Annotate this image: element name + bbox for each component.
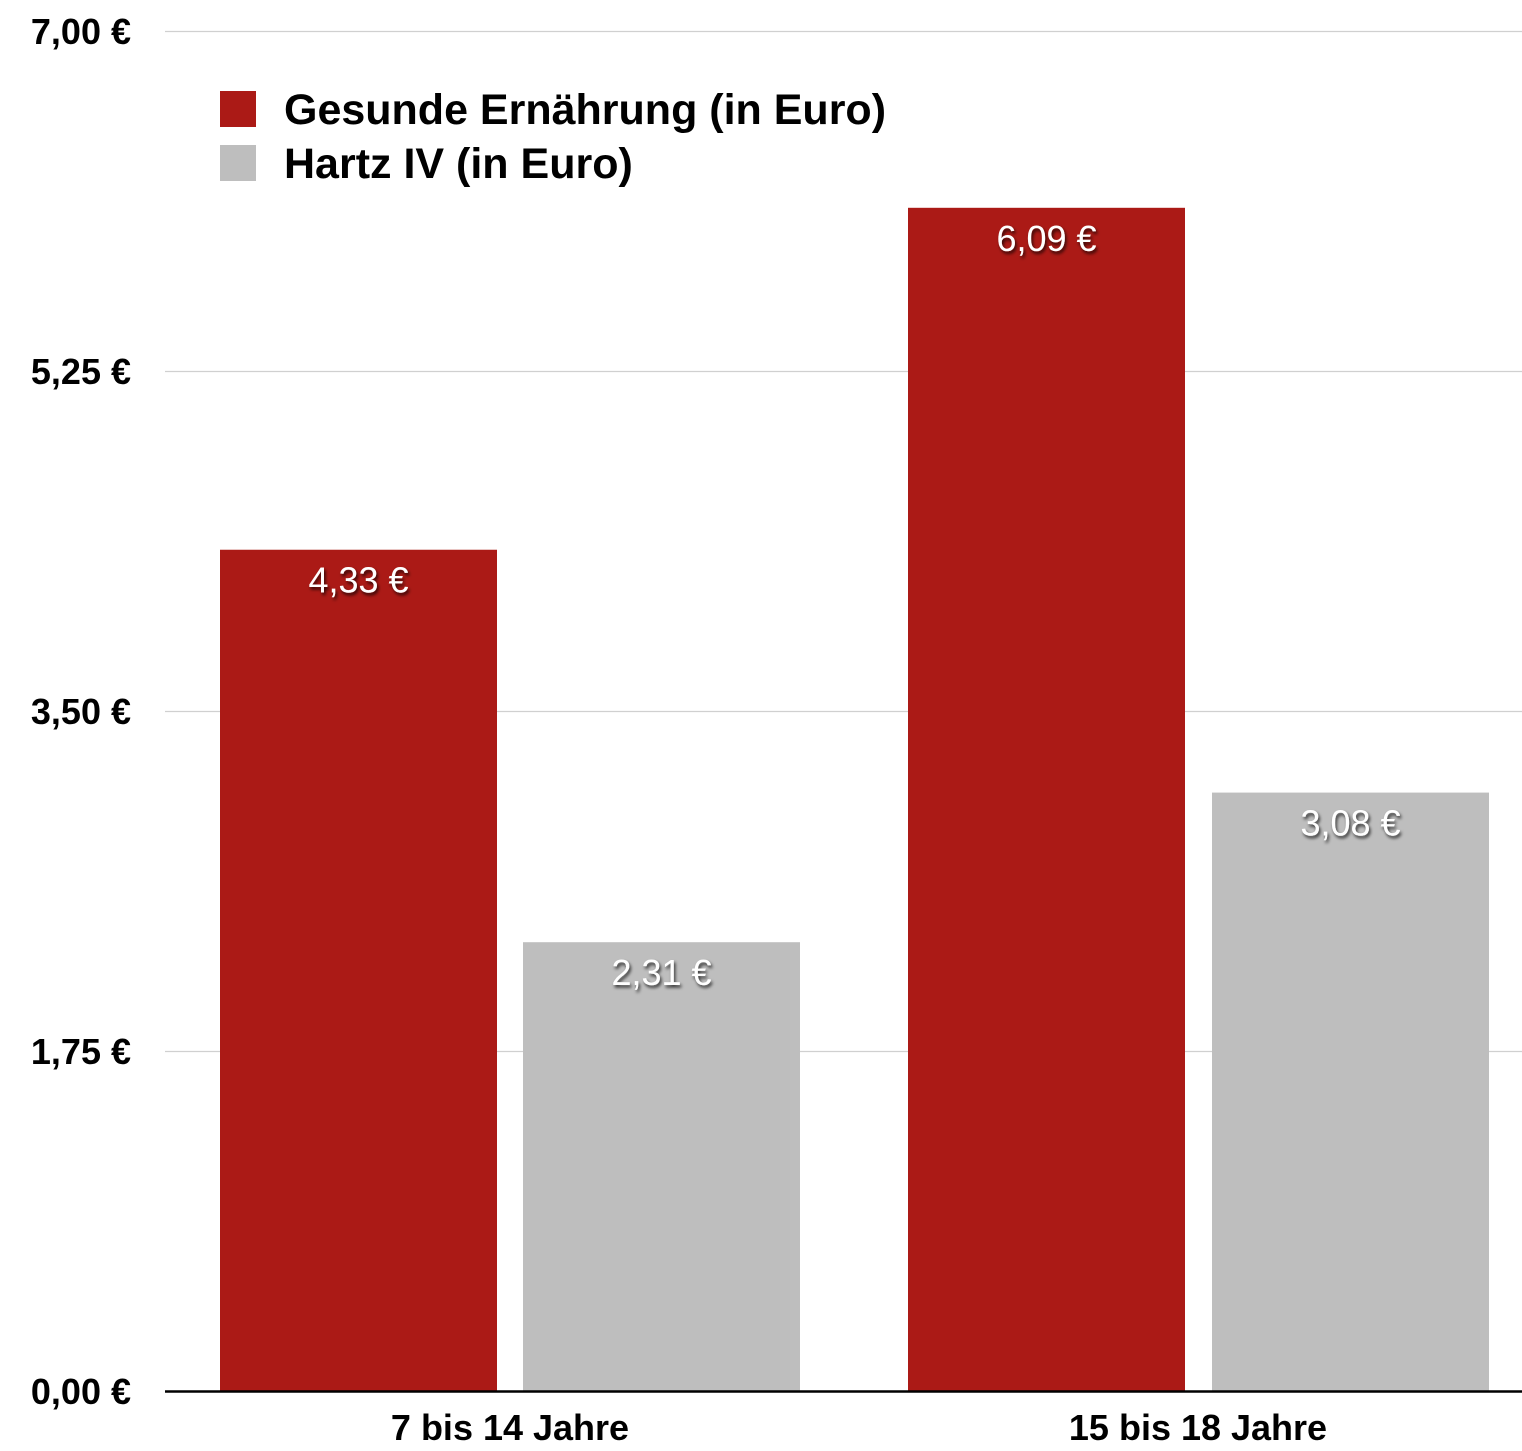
legend-label: Hartz IV (in Euro): [284, 140, 633, 188]
x-tick-label: 15 bis 18 Jahre: [1069, 1407, 1327, 1448]
bar: [220, 549, 497, 1391]
data-label: 3,08 €: [1300, 803, 1400, 844]
bar: [1212, 792, 1489, 1391]
bars: [220, 207, 1489, 1391]
data-label: 2,31 €: [611, 952, 711, 993]
y-tick-label: 0,00 €: [31, 1371, 131, 1412]
y-axis: 0,00 € 1,75 € 3,50 € 5,25 € 7,00 €: [31, 11, 131, 1412]
bar: [523, 942, 800, 1391]
y-tick-label: 3,50 €: [31, 691, 131, 732]
legend-label: Gesunde Ernährung (in Euro): [284, 86, 886, 134]
data-label: 6,09 €: [996, 218, 1096, 259]
y-tick-label: 7,00 €: [31, 11, 131, 52]
legend-swatch: [220, 91, 256, 127]
x-axis: 7 bis 14 Jahre 15 bis 18 Jahre: [165, 1390, 1522, 1448]
data-labels: 4,33 € 6,09 € 2,31 € 3,08 €: [308, 218, 1400, 993]
legend-swatch: [220, 145, 256, 181]
y-tick-label: 5,25 €: [31, 351, 131, 392]
data-label: 4,33 €: [308, 560, 408, 601]
y-tick-label: 1,75 €: [31, 1031, 131, 1072]
x-tick-label: 7 bis 14 Jahre: [391, 1407, 629, 1448]
bar: [908, 207, 1185, 1391]
legend: Gesunde Ernährung (in Euro) Hartz IV (in …: [220, 86, 886, 188]
